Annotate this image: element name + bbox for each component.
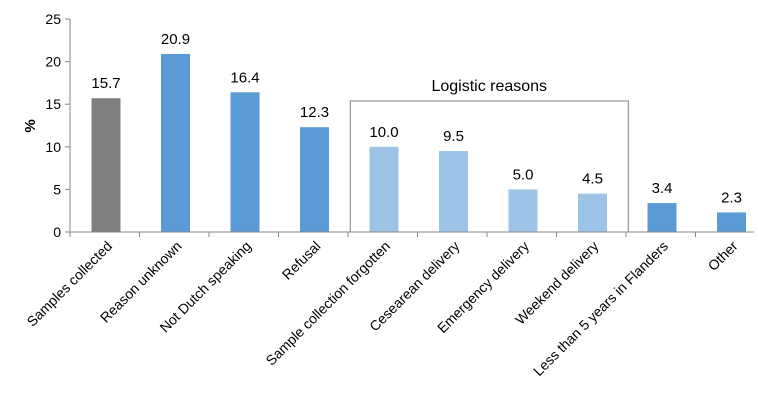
bar [300,127,329,232]
data-label: 12.3 [300,104,329,121]
y-tick-label: 20 [45,54,61,70]
x-tick-label: Other [705,238,741,274]
x-tick-label: Less than 5 years in Flanders [530,238,671,379]
bar [578,193,607,232]
data-label: 15.7 [91,75,120,92]
y-tick-label: 15 [45,96,61,112]
bars: 15.7 20.9 16.4 12.3 10.0 9.5 5.0 4.5 3.4 2.3 [91,31,746,233]
bar [717,212,746,232]
logistic-reasons-title: Logistic reasons [431,78,547,95]
bar [439,151,468,232]
bar [91,98,121,233]
bar [647,203,677,232]
bar [230,92,260,232]
data-label: 9.5 [443,128,464,145]
data-label: 10.0 [369,124,398,141]
y-tick-label: 10 [45,139,61,155]
bar [369,146,399,232]
y-tick-label: 0 [53,224,61,240]
data-label: 5.0 [513,166,534,183]
bar [508,189,538,232]
data-label: 4.5 [582,171,603,188]
x-tick-label: Refusal [279,238,324,283]
y-tick-label: 25 [45,11,61,27]
data-label: 3.4 [652,180,673,197]
y-tick-label: 5 [53,181,61,197]
y-axis-label: % [22,119,39,132]
data-label: 20.9 [161,31,190,48]
x-tick-label: Sample collection forgotten [262,238,393,369]
data-label: 2.3 [721,189,742,206]
y-axis: 0 5 10 15 20 25 [45,11,71,240]
data-label: 16.4 [230,69,259,86]
bar [161,53,190,232]
